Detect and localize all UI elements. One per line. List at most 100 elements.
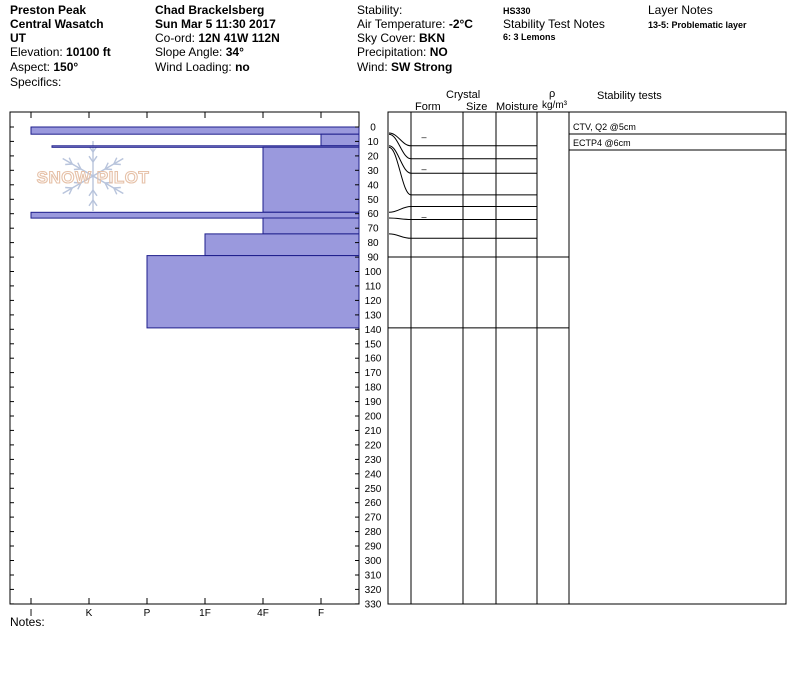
snowflake-branch bbox=[88, 199, 94, 207]
hardness-label: 1F bbox=[199, 608, 211, 619]
hardness-label: F bbox=[318, 608, 324, 619]
depth-label: 80 bbox=[367, 238, 379, 249]
snowflake-icon bbox=[62, 141, 124, 211]
depth-label: 220 bbox=[365, 440, 382, 451]
hardness-label: I bbox=[30, 608, 33, 619]
snowflake-branch bbox=[113, 163, 121, 166]
stability-tests-header: Stability tests bbox=[597, 90, 662, 102]
snowflake-branch bbox=[88, 189, 94, 197]
depth-label: 30 bbox=[367, 166, 379, 177]
depth-label: 310 bbox=[365, 571, 382, 582]
depth-label: 330 bbox=[365, 599, 382, 610]
snowflake-branch bbox=[113, 186, 121, 189]
density-symbol: ρ bbox=[549, 88, 556, 100]
depth-label: 50 bbox=[367, 195, 379, 206]
range: Central Wasatch bbox=[10, 17, 104, 31]
snowflake-branch bbox=[113, 187, 118, 195]
location: Preston Peak bbox=[10, 3, 87, 17]
hardness-bar bbox=[30, 211, 360, 219]
depth-label: 110 bbox=[365, 281, 381, 292]
stability-test-note: 6: 3 Lemons bbox=[503, 32, 556, 42]
hardness-label: P bbox=[144, 608, 151, 619]
depth-label: 180 bbox=[365, 383, 382, 394]
notes-label: Notes: bbox=[10, 615, 45, 629]
depth-label: 230 bbox=[365, 455, 382, 466]
depth-label: 90 bbox=[367, 253, 379, 264]
depth-label: 60 bbox=[367, 209, 379, 220]
depth-label: 170 bbox=[365, 368, 382, 379]
depth-label: 320 bbox=[365, 585, 382, 596]
moisture-header: Moisture bbox=[496, 101, 539, 113]
snowflake-branch bbox=[105, 168, 113, 171]
wind-loading: Wind Loading: no bbox=[155, 60, 250, 74]
layer-connector bbox=[388, 206, 412, 213]
layer-table-frame bbox=[387, 111, 787, 605]
depth-label: 120 bbox=[365, 296, 382, 307]
snowflake-branch bbox=[92, 199, 98, 207]
depth-label: 300 bbox=[365, 556, 382, 567]
snowflake-branch bbox=[104, 162, 109, 170]
form-marker: – bbox=[421, 164, 426, 174]
depth-label: 260 bbox=[365, 498, 382, 509]
form-marker: – bbox=[421, 212, 426, 222]
snowflake-branch bbox=[92, 189, 98, 197]
snowflake-branch bbox=[73, 168, 81, 171]
layer-connector bbox=[388, 217, 412, 220]
snowflake-branch bbox=[105, 181, 113, 184]
snowpilot-watermark: SNOW PILOT bbox=[36, 141, 149, 211]
aspect: Aspect: 150° bbox=[10, 60, 79, 74]
depth-label: 200 bbox=[365, 412, 382, 423]
depth-label: 0 bbox=[370, 123, 376, 134]
wind: Wind: SW Strong bbox=[357, 60, 453, 74]
snowflake-branch bbox=[88, 155, 94, 163]
observer: Chad Brackelsberg bbox=[155, 3, 265, 17]
depth-label: 70 bbox=[367, 224, 379, 235]
depth-label: 140 bbox=[365, 325, 382, 336]
layer-note: 13-5: Problematic layer bbox=[648, 20, 747, 30]
air-temperature: Air Temperature: -2°C bbox=[357, 17, 473, 31]
hardness-bar bbox=[51, 145, 360, 148]
depth-label: 160 bbox=[365, 354, 382, 365]
snowflake-branch bbox=[77, 182, 82, 190]
depth-label: 40 bbox=[367, 180, 379, 191]
sky-cover: Sky Cover: BKN bbox=[357, 31, 446, 45]
layer-connector bbox=[388, 233, 412, 239]
stability-test-notes-label: Stability Test Notes bbox=[503, 17, 605, 31]
stability-test-entry: ECTP4 @6cm bbox=[573, 138, 631, 148]
depth-label: 10 bbox=[367, 137, 379, 148]
coordinates: Co-ord: 12N 41W 112N bbox=[155, 31, 280, 45]
specifics: Specifics: bbox=[10, 75, 62, 89]
hs-value: HS330 bbox=[503, 6, 531, 16]
depth-label: 290 bbox=[365, 542, 382, 553]
snowflake-branch bbox=[65, 163, 73, 166]
density-unit: kg/m³ bbox=[542, 100, 567, 111]
stability-test-entry: CTV, Q2 @5cm bbox=[573, 122, 636, 132]
snowflake-branch bbox=[92, 155, 98, 163]
depth-label: 130 bbox=[365, 310, 382, 321]
layer-connector bbox=[388, 146, 412, 196]
depth-label: 270 bbox=[365, 513, 382, 524]
hardness-bar bbox=[204, 233, 360, 257]
datetime: Sun Mar 5 11:30 2017 bbox=[155, 17, 276, 31]
snowflake-branch bbox=[113, 157, 118, 165]
form-marker: – bbox=[421, 132, 426, 142]
precipitation: Precipitation: NO bbox=[357, 45, 448, 59]
snowflake-branch bbox=[73, 181, 81, 184]
snowflake-branch bbox=[68, 157, 73, 165]
hardness-bar bbox=[262, 217, 360, 235]
depth-label: 100 bbox=[365, 267, 382, 278]
layer-notes-label: Layer Notes bbox=[648, 3, 713, 17]
form-header: Form bbox=[415, 101, 441, 113]
depth-label: 240 bbox=[365, 469, 382, 480]
depth-label: 210 bbox=[365, 426, 382, 437]
snowflake-arm bbox=[62, 157, 94, 177]
snowflake-branch bbox=[77, 162, 82, 170]
layer-connector bbox=[388, 133, 412, 160]
snowflake-arm bbox=[62, 175, 94, 195]
hardness-label: K bbox=[86, 608, 93, 619]
layer-connector bbox=[388, 132, 412, 147]
elevation: Elevation: 10100 ft bbox=[10, 45, 111, 59]
hardness-bar bbox=[320, 133, 360, 147]
state: UT bbox=[10, 31, 26, 45]
